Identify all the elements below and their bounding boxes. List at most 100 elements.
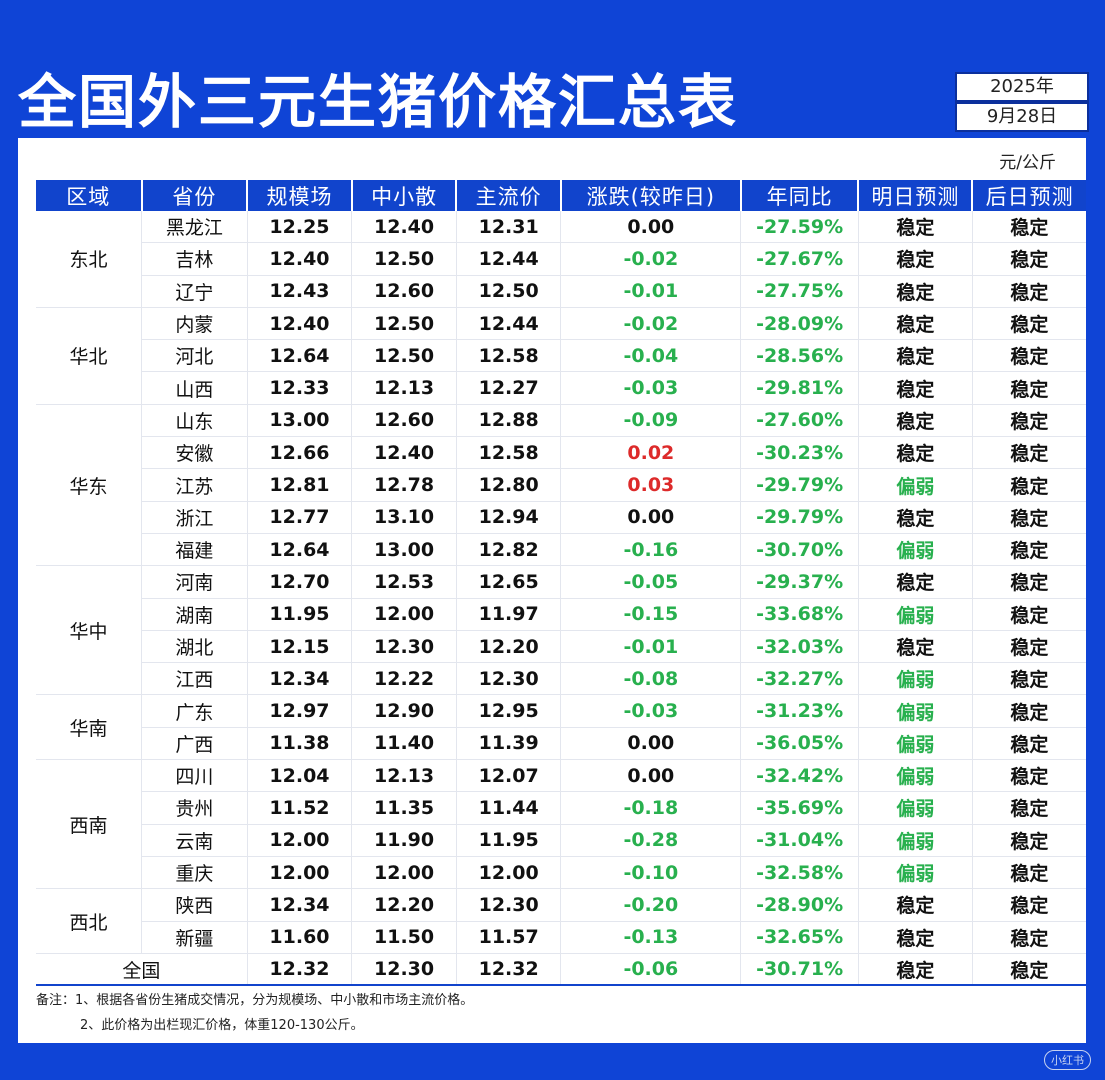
column-header: 区域 (36, 180, 142, 211)
small-farm-price-cell: 12.13 (351, 759, 457, 793)
table-row: 湖南 11.95 12.00 11.97 -0.15 -33.68% 偏弱 稳定 (36, 598, 1086, 631)
yoy-cell: -30.70% (740, 533, 859, 567)
scale-farm-price-cell: 12.34 (246, 662, 352, 696)
province-cell: 安徽 (141, 436, 248, 470)
small-farm-price-cell: 12.60 (351, 275, 457, 308)
scale-farm-price-cell: 12.40 (246, 307, 352, 341)
total-label-cell: 全国 (36, 953, 248, 987)
tomorrow-forecast-cell: 稳定 (857, 339, 973, 373)
mainstream-price-cell: 11.39 (455, 727, 561, 761)
tomorrow-forecast-cell: 偏弱 (857, 533, 973, 567)
date-badge: 9月28日 (955, 102, 1089, 132)
yoy-cell: -31.23% (740, 694, 859, 728)
table-row: 广西 11.38 11.40 11.39 0.00 -36.05% 偏弱 稳定 (36, 727, 1086, 761)
day-after-forecast-cell: 稳定 (971, 727, 1086, 761)
day-after-forecast-cell: 稳定 (971, 339, 1086, 373)
yoy-cell: -29.79% (740, 501, 859, 534)
day-after-forecast-cell: 稳定 (971, 371, 1086, 405)
table-card: 元/公斤 区域 省份 规模场 中小散 主流价 涨跌(较昨日) 年同比 明日预测 后日预测 东北黑… (18, 138, 1086, 1043)
small-farm-price-cell: 13.00 (351, 533, 457, 567)
small-farm-price-cell: 12.50 (351, 339, 457, 373)
scale-farm-price-cell: 12.00 (246, 856, 352, 890)
province-cell: 新疆 (141, 921, 248, 954)
page-title: 全国外三元生猪价格汇总表 (18, 68, 739, 136)
yoy-cell: -27.67% (740, 242, 859, 276)
change-cell: 0.00 (560, 727, 741, 761)
province-cell: 吉林 (141, 242, 248, 276)
change-cell: -0.15 (560, 598, 741, 631)
change-cell: -0.09 (560, 404, 741, 438)
change-cell: -0.10 (560, 856, 741, 890)
mainstream-price-cell: 12.27 (455, 371, 561, 405)
small-farm-price-cell: 12.13 (351, 371, 457, 405)
small-farm-price-cell: 12.30 (351, 630, 457, 664)
note-line-1: 备注：1、根据各省份生猪成交情况，分为规模场、中小散和市场主流价格。 (36, 993, 474, 1008)
small-farm-price-cell: 12.78 (351, 468, 457, 502)
small-farm-price-cell: 12.40 (351, 436, 457, 470)
change-cell: -0.28 (560, 824, 741, 857)
table-row: 西北 陕西 12.34 12.20 12.30 -0.20 -28.90% 稳定 稳定 (36, 888, 1086, 954)
yoy-cell: -27.75% (740, 275, 859, 308)
province-cell: 云南 (141, 824, 248, 857)
tomorrow-forecast-cell: 偏弱 (857, 694, 973, 728)
yoy-cell: -28.56% (740, 339, 859, 373)
province-cell: 重庆 (141, 856, 248, 890)
province-cell: 湖北 (141, 630, 248, 664)
province-cell: 黑龙江 (141, 211, 248, 244)
tomorrow-forecast-cell: 稳定 (857, 888, 973, 922)
table-row: 云南 12.00 11.90 11.95 -0.28 -31.04% 偏弱 稳定 (36, 824, 1086, 857)
column-header: 中小散 (350, 180, 457, 211)
province-cell: 山东 (141, 404, 248, 438)
table-row: 贵州 11.52 11.35 11.44 -0.18 -35.69% 偏弱 稳定 (36, 791, 1086, 825)
day-after-forecast-cell: 稳定 (971, 791, 1086, 825)
yoy-cell: -29.79% (740, 468, 859, 502)
table-row: 西南 四川 12.04 12.13 12.07 0.00 -32.42% 偏弱 稳定 (36, 759, 1086, 890)
change-cell: -0.01 (560, 630, 741, 664)
day-after-forecast-cell: 稳定 (971, 404, 1086, 438)
province-cell: 江西 (141, 662, 248, 696)
region-cell: 西北 (36, 888, 142, 954)
mainstream-price-cell: 12.30 (455, 888, 561, 922)
scale-farm-price-cell: 12.40 (246, 242, 352, 276)
province-cell: 广东 (141, 694, 248, 728)
province-cell: 广西 (141, 727, 248, 761)
tomorrow-forecast-cell: 偏弱 (857, 791, 973, 825)
mainstream-price-cell: 12.44 (455, 307, 561, 341)
region-cell: 华中 (36, 565, 142, 696)
table-row: 华南 广东 12.97 12.90 12.95 -0.03 -31.23% 偏弱 稳定 (36, 694, 1086, 761)
yoy-cell: -29.81% (740, 371, 859, 405)
column-header: 明日预测 (857, 180, 973, 211)
region-cell: 东北 (36, 211, 142, 308)
mainstream-price-cell: 11.57 (455, 921, 561, 954)
day-after-forecast-cell: 稳定 (971, 565, 1086, 599)
table-row: 华东 山东 13.00 12.60 12.88 -0.09 -27.60% 稳定 稳定 (36, 404, 1086, 567)
change-cell: -0.04 (560, 339, 741, 373)
province-cell: 陕西 (141, 888, 248, 922)
day-after-forecast-cell: 稳定 (971, 598, 1086, 631)
change-cell: 0.03 (560, 468, 741, 502)
mainstream-price-cell: 11.97 (455, 598, 561, 631)
tomorrow-forecast-cell: 稳定 (857, 275, 973, 308)
tomorrow-forecast-cell: 稳定 (857, 404, 973, 438)
change-cell: -0.06 (560, 953, 741, 987)
day-after-forecast-cell: 稳定 (971, 953, 1086, 987)
day-after-forecast-cell: 稳定 (971, 662, 1086, 696)
small-farm-price-cell: 12.53 (351, 565, 457, 599)
scale-farm-price-cell: 12.33 (246, 371, 352, 405)
small-farm-price-cell: 11.35 (351, 791, 457, 825)
change-cell: 0.02 (560, 436, 741, 470)
yoy-cell: -32.27% (740, 662, 859, 696)
tomorrow-forecast-cell: 偏弱 (857, 759, 973, 793)
small-farm-price-cell: 12.40 (351, 211, 457, 244)
mainstream-price-cell: 12.31 (455, 211, 561, 244)
mainstream-price-cell: 12.32 (455, 953, 561, 987)
table-body: 东北 黑龙江 12.25 12.40 12.31 0.00 -27.59% 稳定 稳定 吉林 12.… (36, 211, 1086, 987)
province-cell: 河北 (141, 339, 248, 373)
scale-farm-price-cell: 12.04 (246, 759, 352, 793)
mainstream-price-cell: 11.44 (455, 791, 561, 825)
table-row: 辽宁 12.43 12.60 12.50 -0.01 -27.75% 稳定 稳定 (36, 275, 1086, 308)
scale-farm-price-cell: 12.66 (246, 436, 352, 470)
small-farm-price-cell: 12.90 (351, 694, 457, 728)
tomorrow-forecast-cell: 稳定 (857, 436, 973, 470)
scale-farm-price-cell: 11.60 (246, 921, 352, 954)
